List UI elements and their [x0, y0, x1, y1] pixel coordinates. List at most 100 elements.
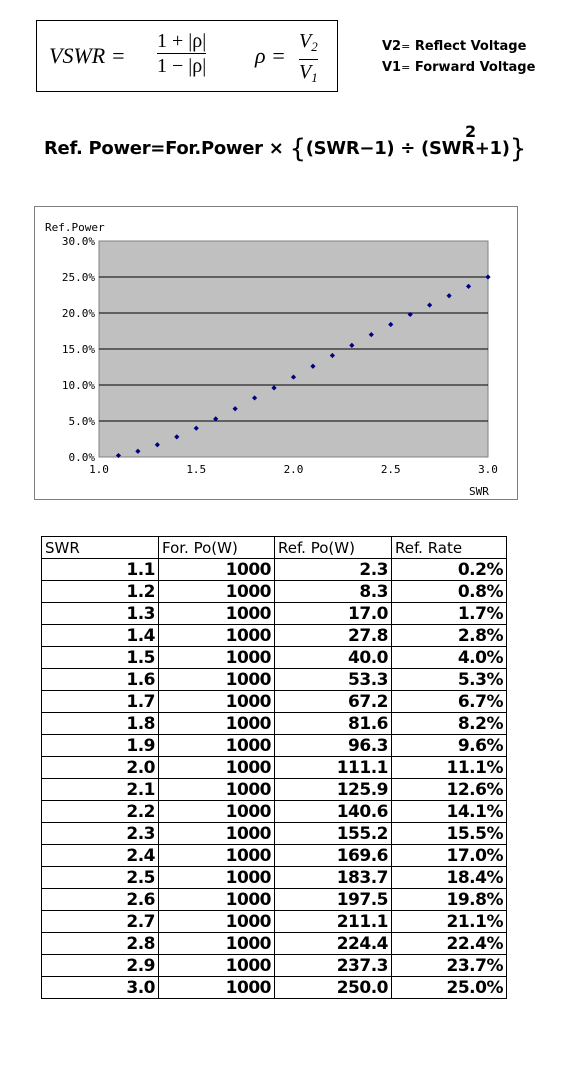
cell-ref-rate: 2.8%	[391, 624, 507, 647]
cell-ref-rate: 18.4%	[391, 866, 507, 889]
cell-for-po: 1000	[158, 624, 275, 647]
cell-swr: 2.7	[41, 910, 159, 933]
table-row: 2.6 1000 197.5 19.8%	[41, 888, 507, 911]
ref-power-formula: Ref. Power=For.Power × {(SWR−1) ÷ (SWR+1…	[44, 122, 527, 164]
cell-swr: 2.0	[41, 756, 159, 779]
y-tick-label: 20.0%	[62, 307, 95, 320]
cell-ref-po: 211.1	[274, 910, 392, 933]
data-point	[485, 274, 491, 280]
vswr-fraction: 1 + |ρ| 1 − |ρ|	[157, 29, 207, 78]
fraction-bar	[299, 59, 318, 60]
cell-ref-rate: 14.1%	[391, 800, 507, 823]
cell-ref-po: 81.6	[274, 712, 392, 735]
cell-swr: 2.6	[41, 888, 159, 911]
cell-ref-po: 140.6	[274, 800, 392, 823]
rho-denominator: V1	[299, 60, 318, 90]
cell-ref-po: 2.3	[274, 558, 392, 581]
cell-swr: 1.8	[41, 712, 159, 735]
cell-swr: 1.3	[41, 602, 159, 625]
cell-ref-po: 53.3	[274, 668, 392, 691]
cell-for-po: 1000	[158, 602, 275, 625]
cell-ref-po: 67.2	[274, 690, 392, 713]
col-header-ref-rate: Ref. Rate	[391, 536, 507, 559]
table-row: 2.8 1000 224.4 22.4%	[41, 932, 507, 955]
cell-for-po: 1000	[158, 800, 275, 823]
table-row: 2.2 1000 140.6 14.1%	[41, 800, 507, 823]
cell-ref-po: 40.0	[274, 646, 392, 669]
cell-for-po: 1000	[158, 888, 275, 911]
y-tick-label: 0.0%	[69, 451, 96, 464]
cell-ref-rate: 21.1%	[391, 910, 507, 933]
cell-for-po: 1000	[158, 668, 275, 691]
y-tick-label: 10.0%	[62, 379, 95, 392]
cell-for-po: 1000	[158, 866, 275, 889]
cell-ref-po: 27.8	[274, 624, 392, 647]
table-row: 2.9 1000 237.3 23.7%	[41, 954, 507, 977]
cell-swr: 2.9	[41, 954, 159, 977]
x-axis-label: SWR	[469, 485, 489, 498]
table-row: 1.1 1000 2.3 0.2%	[41, 558, 507, 581]
cell-ref-rate: 22.4%	[391, 932, 507, 955]
cell-for-po: 1000	[158, 910, 275, 933]
cell-ref-rate: 15.5%	[391, 822, 507, 845]
cell-swr: 2.5	[41, 866, 159, 889]
table-row: 1.2 1000 8.3 0.8%	[41, 580, 507, 603]
ref-power-chart: 0.0% 5.0% 10.0% 15.0% 20.0% 25.0% 30.0% 1.0 1.5…	[45, 221, 498, 498]
cell-ref-rate: 17.0%	[391, 844, 507, 867]
table-row: 2.4 1000 169.6 17.0%	[41, 844, 507, 867]
table-header-row: SWR For. Po(W) Ref. Po(W) Ref. Rate	[41, 536, 507, 559]
cell-ref-po: 183.7	[274, 866, 392, 889]
vswr-numerator: 1 + |ρ|	[157, 30, 207, 52]
cell-ref-rate: 6.7%	[391, 690, 507, 713]
cell-ref-po: 250.0	[274, 976, 392, 999]
v1-name: V1	[382, 60, 402, 75]
x-tick-label: 1.5	[186, 463, 206, 476]
swr-table: SWR For. Po(W) Ref. Po(W) Ref. Rate 1.1 1…	[41, 536, 507, 999]
cell-swr: 2.1	[41, 778, 159, 801]
x-tick-label: 3.0	[478, 463, 498, 476]
y-tick-label: 25.0%	[62, 271, 95, 284]
v1-eq: =	[401, 61, 411, 74]
cell-swr: 2.3	[41, 822, 159, 845]
x-tick-label: 1.0	[89, 463, 109, 476]
vswr-formula-box: VSWR = 1 + |ρ| 1 − |ρ| ρ = V2 V1	[36, 20, 338, 92]
cell-swr: 1.9	[41, 734, 159, 757]
cell-ref-rate: 0.2%	[391, 558, 507, 581]
cell-swr: 2.2	[41, 800, 159, 823]
cell-ref-po: 8.3	[274, 580, 392, 603]
cell-for-po: 1000	[158, 690, 275, 713]
cell-swr: 1.6	[41, 668, 159, 691]
y-tick-label: 5.0%	[69, 415, 96, 428]
chart-frame: 0.0% 5.0% 10.0% 15.0% 20.0% 25.0% 30.0% 1.0 1.5…	[34, 206, 518, 500]
table-row: 3.0 1000 250.0 25.0%	[41, 976, 507, 999]
cell-ref-po: 111.1	[274, 756, 392, 779]
table-row: 1.3 1000 17.0 1.7%	[41, 602, 507, 625]
cell-swr: 1.1	[41, 558, 159, 581]
data-point	[427, 302, 433, 308]
rho-den-var: V	[299, 61, 312, 83]
v1-desc: Forward Voltage	[414, 60, 536, 75]
data-point	[193, 425, 199, 431]
cell-ref-po: 237.3	[274, 954, 392, 977]
data-point	[115, 452, 122, 459]
brace-close: }	[509, 134, 527, 164]
vswr-lhs: VSWR =	[49, 43, 126, 68]
v2-legend: V2= Reflect Voltage	[382, 39, 526, 54]
cell-ref-rate: 4.0%	[391, 646, 507, 669]
data-point	[329, 352, 335, 359]
col-header-swr: SWR	[41, 536, 159, 559]
cell-for-po: 1000	[158, 580, 275, 603]
table-row: 1.9 1000 96.3 9.6%	[41, 734, 507, 757]
table-row: 2.7 1000 211.1 21.1%	[41, 910, 507, 933]
cell-for-po: 1000	[158, 558, 275, 581]
col-header-ref-po: Ref. Po(W)	[274, 536, 392, 559]
cell-ref-po: 17.0	[274, 602, 392, 625]
data-point	[446, 293, 452, 299]
table-row: 2.5 1000 183.7 18.4%	[41, 866, 507, 889]
vswr-denominator: 1 − |ρ|	[157, 55, 207, 77]
v2-name: V2	[382, 39, 402, 54]
cell-ref-rate: 12.6%	[391, 778, 507, 801]
cell-ref-rate: 19.8%	[391, 888, 507, 911]
cell-for-po: 1000	[158, 932, 275, 955]
ref-formula-text: Ref. Power=For.Power ×	[44, 138, 290, 159]
